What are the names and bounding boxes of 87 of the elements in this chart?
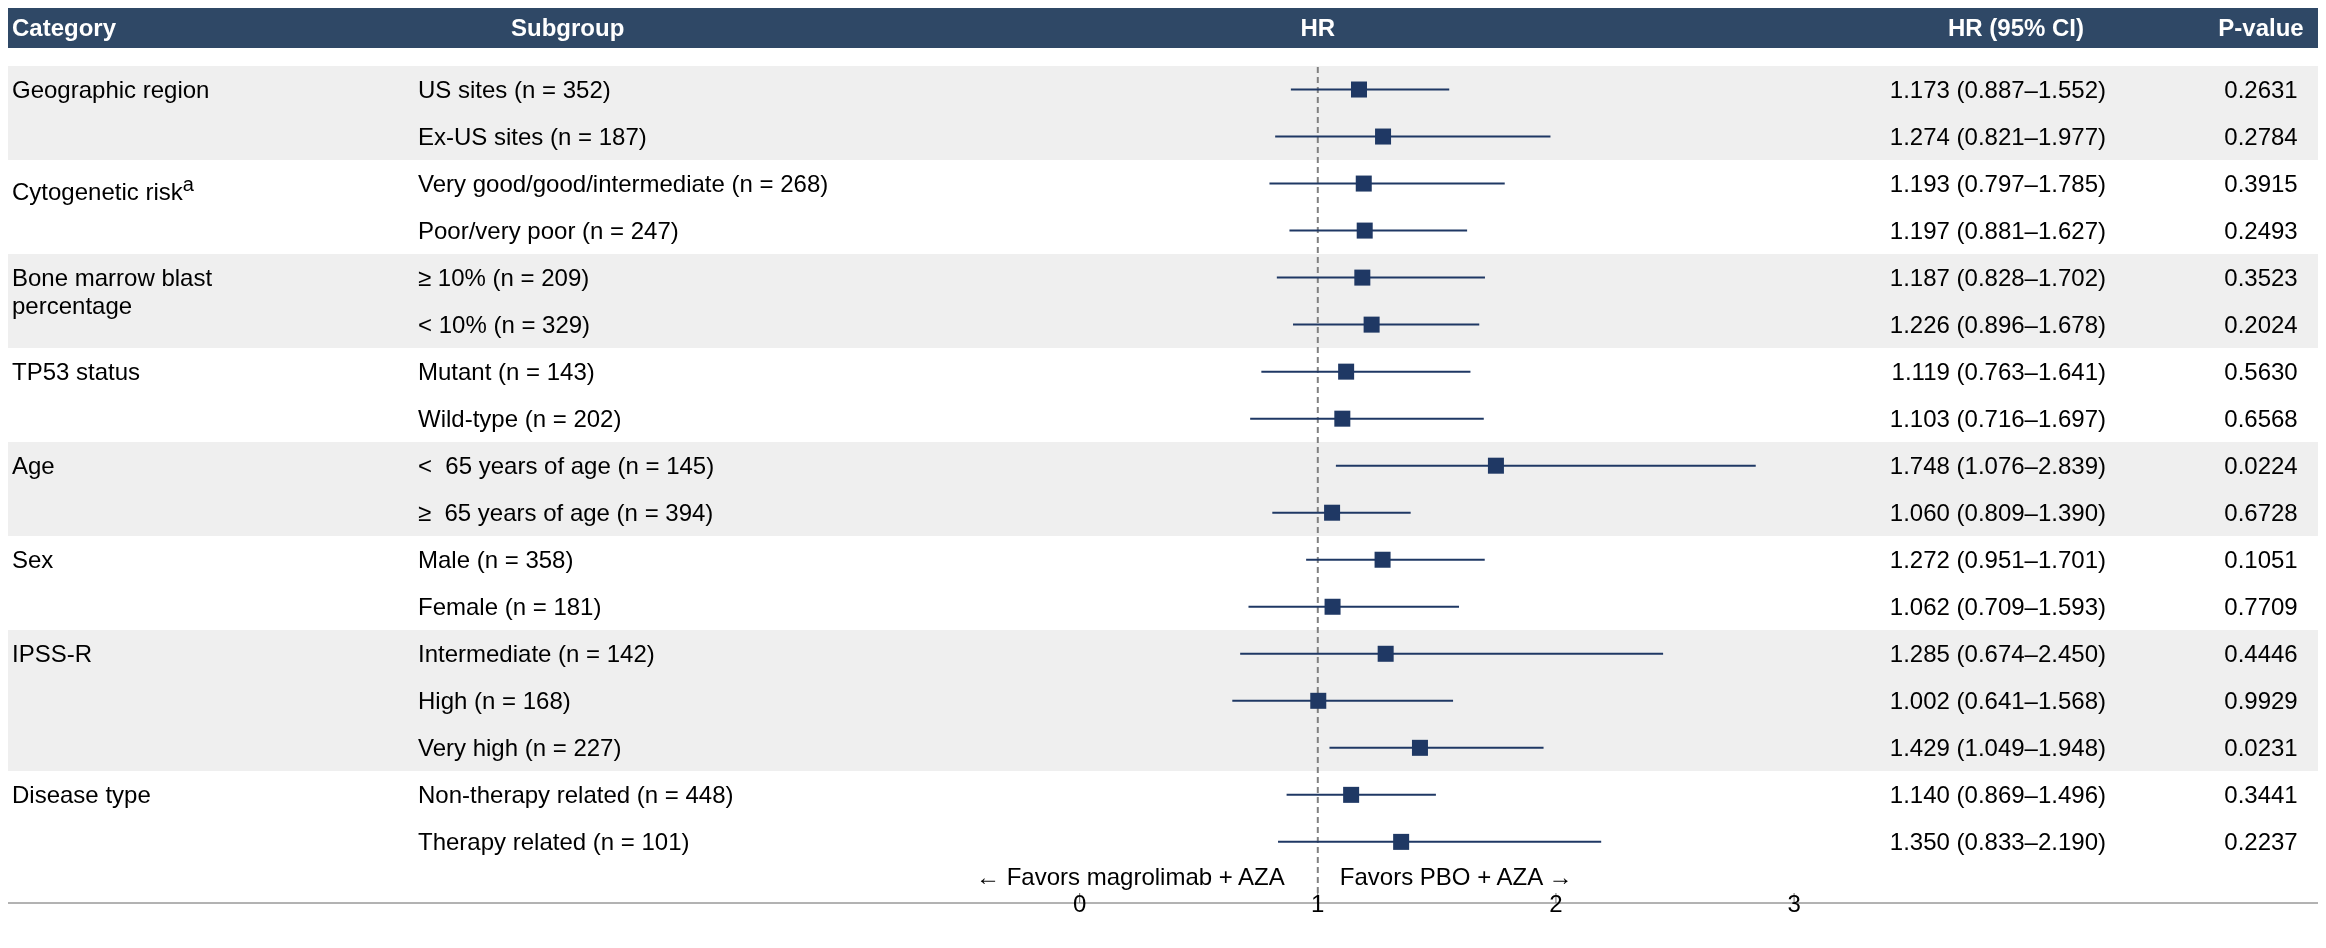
annotation: 1.119 (0.763–1.641) [1890,357,2106,386]
annotation: ← Favors magrolimab + AZA [975,863,1285,892]
point [1343,786,1360,803]
y-tick-label: Non-therapy related (n = 448) [418,780,734,809]
annotation: 1.002 (0.641–1.568) [1888,686,2106,715]
text: P-value [2217,14,2305,42]
y-tick-label: Female (n = 181) [418,592,602,621]
annotation: 1.173 (0.887–1.552) [1888,75,2106,104]
text: Category [12,14,117,42]
annotation: 0.5630 [2223,357,2299,386]
annotation: 0.3915 [2223,169,2299,198]
annotation: 0.1051 [2223,545,2299,574]
annotation: 0.3441 [2223,780,2299,809]
y-tick-label: Intermediate (n = 142) [418,639,655,668]
y-tick-label: Wild-type (n = 202) [418,404,622,433]
annotation: 0.2784 [2223,122,2299,151]
y-tick-label: US sites (n = 352) [418,75,611,104]
y-tick-label: Very good/good/intermediate (n = 268) [418,169,829,198]
point [1355,175,1372,192]
annotation: Age [12,451,56,480]
point [1487,457,1504,474]
point [1324,504,1341,521]
annotation: 1.193 (0.797–1.785) [1888,169,2106,198]
x-tick-label: 3 [1787,890,1801,918]
y-tick-label: Ex-US sites (n = 187) [418,122,647,151]
annotation: 0.4446 [2223,639,2299,668]
point [1393,833,1410,850]
annotation: 0.2237 [2223,827,2299,856]
annotation: 1.272 (0.951–1.701) [1888,545,2106,574]
annotation: Cytogenetic risk$^{a}$ [12,171,195,206]
annotation: 1.350 (0.833–2.190) [1888,827,2106,856]
point [1356,222,1373,239]
annotation: Sex [12,545,55,574]
point [1324,598,1341,615]
annotation: TP53 status [12,357,142,386]
annotation: 1.748 (1.076–2.839) [1888,451,2106,480]
annotation: Disease type [12,780,152,809]
annotation: 0.0231 [2223,733,2299,762]
y-tick-label: Mutant (n = 143) [418,357,595,386]
text: HR [1299,14,1337,42]
point [1377,645,1394,662]
annotation: 1.140 (0.869–1.496) [1888,780,2106,809]
point [1310,692,1327,709]
point [1363,316,1380,333]
point [1354,269,1371,286]
annotation: 1.062 (0.709–1.593) [1888,592,2106,621]
x-tick-label: 1 [1311,890,1325,918]
annotation: 0.2631 [2223,75,2299,104]
text: Subgroup [511,14,625,42]
annotation: 0.2024 [2223,310,2299,339]
y-tick-label: High (n = 168) [418,686,571,715]
annotation: IPSS-R [12,639,93,668]
y-tick-label: Male (n = 358) [418,545,574,574]
annotation: 1.187 (0.828–1.702) [1888,263,2106,292]
y-tick-label: ≥ 10% (n = 209) [418,263,590,292]
y-tick-label: < 65 years of age (n = 145) [418,451,715,480]
annotation: 1.285 (0.674–2.450) [1888,639,2106,668]
annotation: 0.6568 [2223,404,2299,433]
annotation: 0.6728 [2223,498,2299,527]
annotation: 1.103 (0.716–1.697) [1888,404,2106,433]
y-tick-label: < 10% (n = 329) [418,310,591,339]
annotation: 1.226 (0.896–1.678) [1888,310,2106,339]
annotation: Bone marrow blast percentage [12,263,214,320]
point [1375,128,1392,145]
annotation: 1.274 (0.821–1.977) [1888,122,2106,151]
point [1374,551,1391,568]
point [1334,410,1351,427]
annotation: 0.3523 [2223,263,2299,292]
annotation: 1.060 (0.809–1.390) [1888,498,2106,527]
annotation: 0.0224 [2223,451,2299,480]
annotation: Favors PBO + AZA → [1339,863,1573,892]
annotation: 0.9929 [2223,686,2299,715]
y-tick-label: Poor/very poor (n = 247) [418,216,679,245]
point [1338,363,1355,380]
text: HR (95% CI) [1948,14,2085,42]
point [1350,81,1367,98]
y-tick-label: ≥ 65 years of age (n = 394) [418,498,714,527]
y-tick-label: Therapy related (n = 101) [418,827,690,856]
annotation: Geographic region [12,75,211,104]
point [1411,739,1428,756]
annotation: 0.7709 [2223,592,2299,621]
x-tick-label: 2 [1549,890,1563,918]
annotation: 1.429 (1.049–1.948) [1888,733,2106,762]
y-tick-label: Very high (n = 227) [418,733,622,762]
x-tick-label: 0 [1072,890,1087,918]
annotation: 0.2493 [2223,216,2299,245]
annotation: 1.197 (0.881–1.627) [1888,216,2106,245]
